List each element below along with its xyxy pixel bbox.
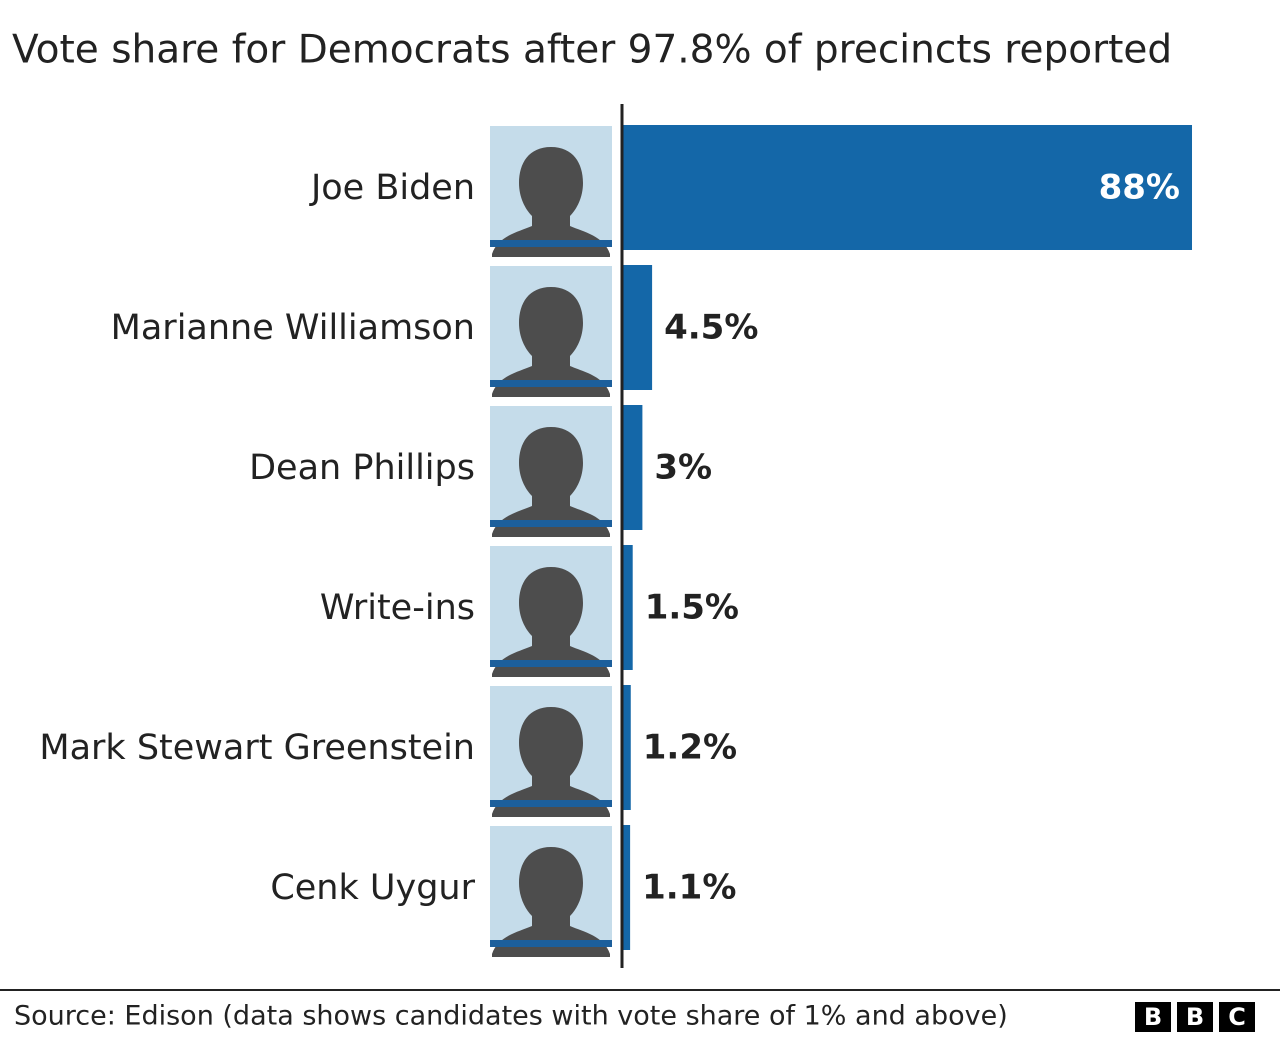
logo-letter: B bbox=[1144, 1003, 1162, 1031]
source: Source: Edison (data shows candidates wi… bbox=[14, 1001, 1008, 1032]
bar bbox=[623, 825, 631, 950]
portrait-silhouette bbox=[492, 287, 610, 397]
category-label: Dean Phillips bbox=[249, 448, 475, 488]
portrait-stripe bbox=[490, 660, 612, 667]
bar bbox=[623, 125, 1193, 250]
value-label: 3% bbox=[654, 448, 712, 488]
category-label: Joe Biden bbox=[309, 168, 475, 208]
value-label: 1.5% bbox=[645, 588, 739, 628]
category-label: Marianne Williamson bbox=[111, 308, 475, 348]
portrait-silhouette bbox=[492, 707, 610, 817]
logo-box bbox=[1177, 1002, 1213, 1032]
category-label: Write-ins bbox=[320, 588, 475, 628]
chart-title: Vote share for Democrats after 97.8% of … bbox=[12, 28, 1172, 73]
portrait-stripe bbox=[490, 800, 612, 807]
category-label: Cenk Uygur bbox=[270, 868, 475, 908]
portrait-silhouette bbox=[492, 147, 610, 257]
category-label: Mark Stewart Greenstein bbox=[39, 728, 475, 768]
portrait-silhouette bbox=[492, 567, 610, 677]
portrait-stripe bbox=[490, 380, 612, 387]
portrait-silhouette bbox=[492, 847, 610, 957]
logo-letter: C bbox=[1228, 1003, 1246, 1031]
bar bbox=[623, 265, 653, 390]
portrait-stripe bbox=[490, 940, 612, 947]
portrait-stripe bbox=[490, 240, 612, 247]
portrait-silhouette bbox=[492, 427, 610, 537]
logo-box bbox=[1135, 1002, 1171, 1032]
value-label: 1.1% bbox=[642, 868, 736, 908]
value-label: 4.5% bbox=[664, 308, 758, 348]
bar bbox=[623, 685, 631, 810]
portrait-stripe bbox=[490, 520, 612, 527]
value-label: 1.2% bbox=[643, 728, 737, 768]
bar bbox=[623, 545, 633, 670]
logo-letter: B bbox=[1186, 1003, 1204, 1031]
value-label: 88% bbox=[1099, 168, 1180, 208]
bar bbox=[623, 405, 643, 530]
logo-box bbox=[1219, 1002, 1255, 1032]
